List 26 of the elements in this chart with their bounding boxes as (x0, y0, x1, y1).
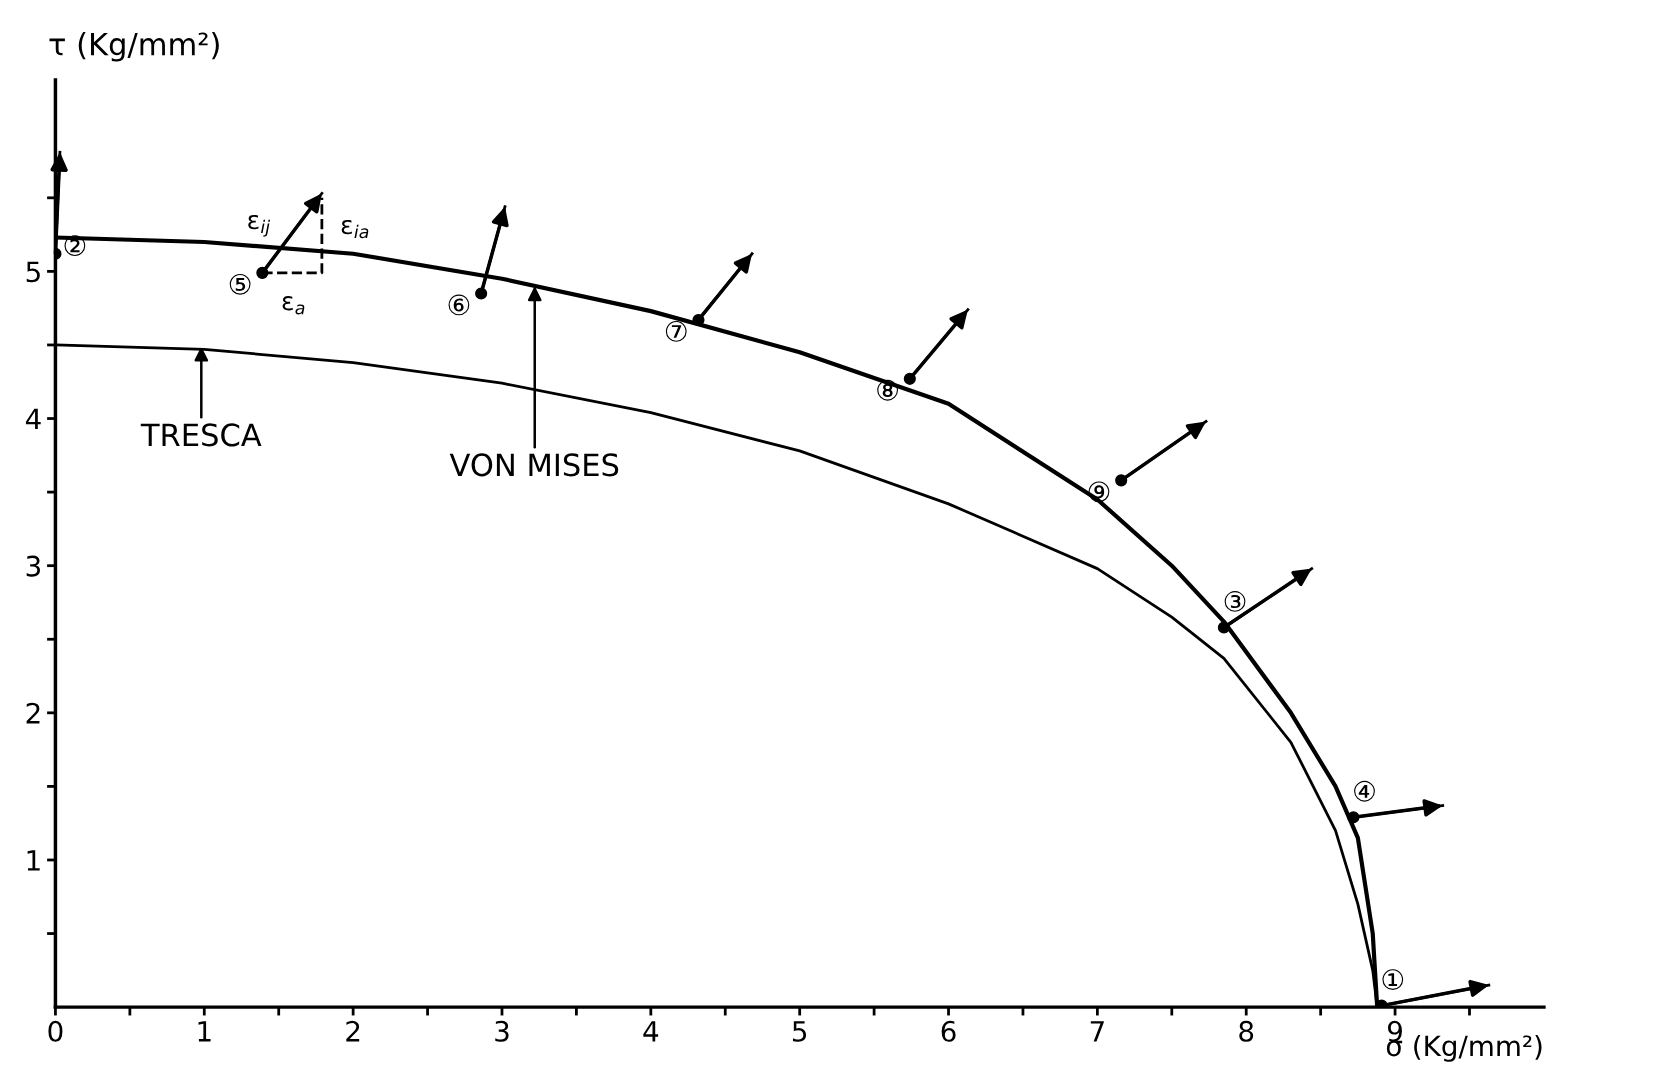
x-tick-label: 1 (198, 1021, 211, 1042)
x-tick-label: 0 (48, 1020, 63, 1042)
annotation: ⑥ (448, 294, 470, 316)
y-tick-label: 2 (26, 702, 40, 724)
annotation: ③ (1224, 591, 1246, 612)
y-tick-label: 3 (26, 555, 41, 577)
x-tick-label: 4 (643, 1021, 659, 1042)
annotation: ε$_{a}$ (282, 296, 305, 315)
x-tick-label: 3 (495, 1020, 509, 1042)
x-tick-label: 8 (1239, 1020, 1254, 1042)
annotation: ε$_{ia}$ (341, 219, 369, 239)
annotation: TRESCA (140, 423, 262, 447)
x-tick-label: 7 (1090, 1021, 1104, 1042)
annotation: ε$_{ij}$ (248, 214, 271, 237)
y-tick-label: 1 (27, 850, 40, 871)
annotation: ④ (1354, 780, 1375, 802)
y-axis-title: τ (Kg/mm²) (49, 32, 219, 62)
y-tick-label: 5 (26, 261, 40, 283)
annotation: ⑤ (229, 273, 251, 295)
x-tick-label: 2 (346, 1020, 360, 1042)
annotation: ① (1382, 969, 1404, 990)
x-tick-label: 5 (792, 1021, 807, 1042)
annotation: VON MISES (449, 453, 619, 477)
y-tick-label: 4 (25, 408, 41, 430)
x-tick-label: 6 (941, 1020, 956, 1042)
annotation: ⑦ (665, 321, 687, 342)
